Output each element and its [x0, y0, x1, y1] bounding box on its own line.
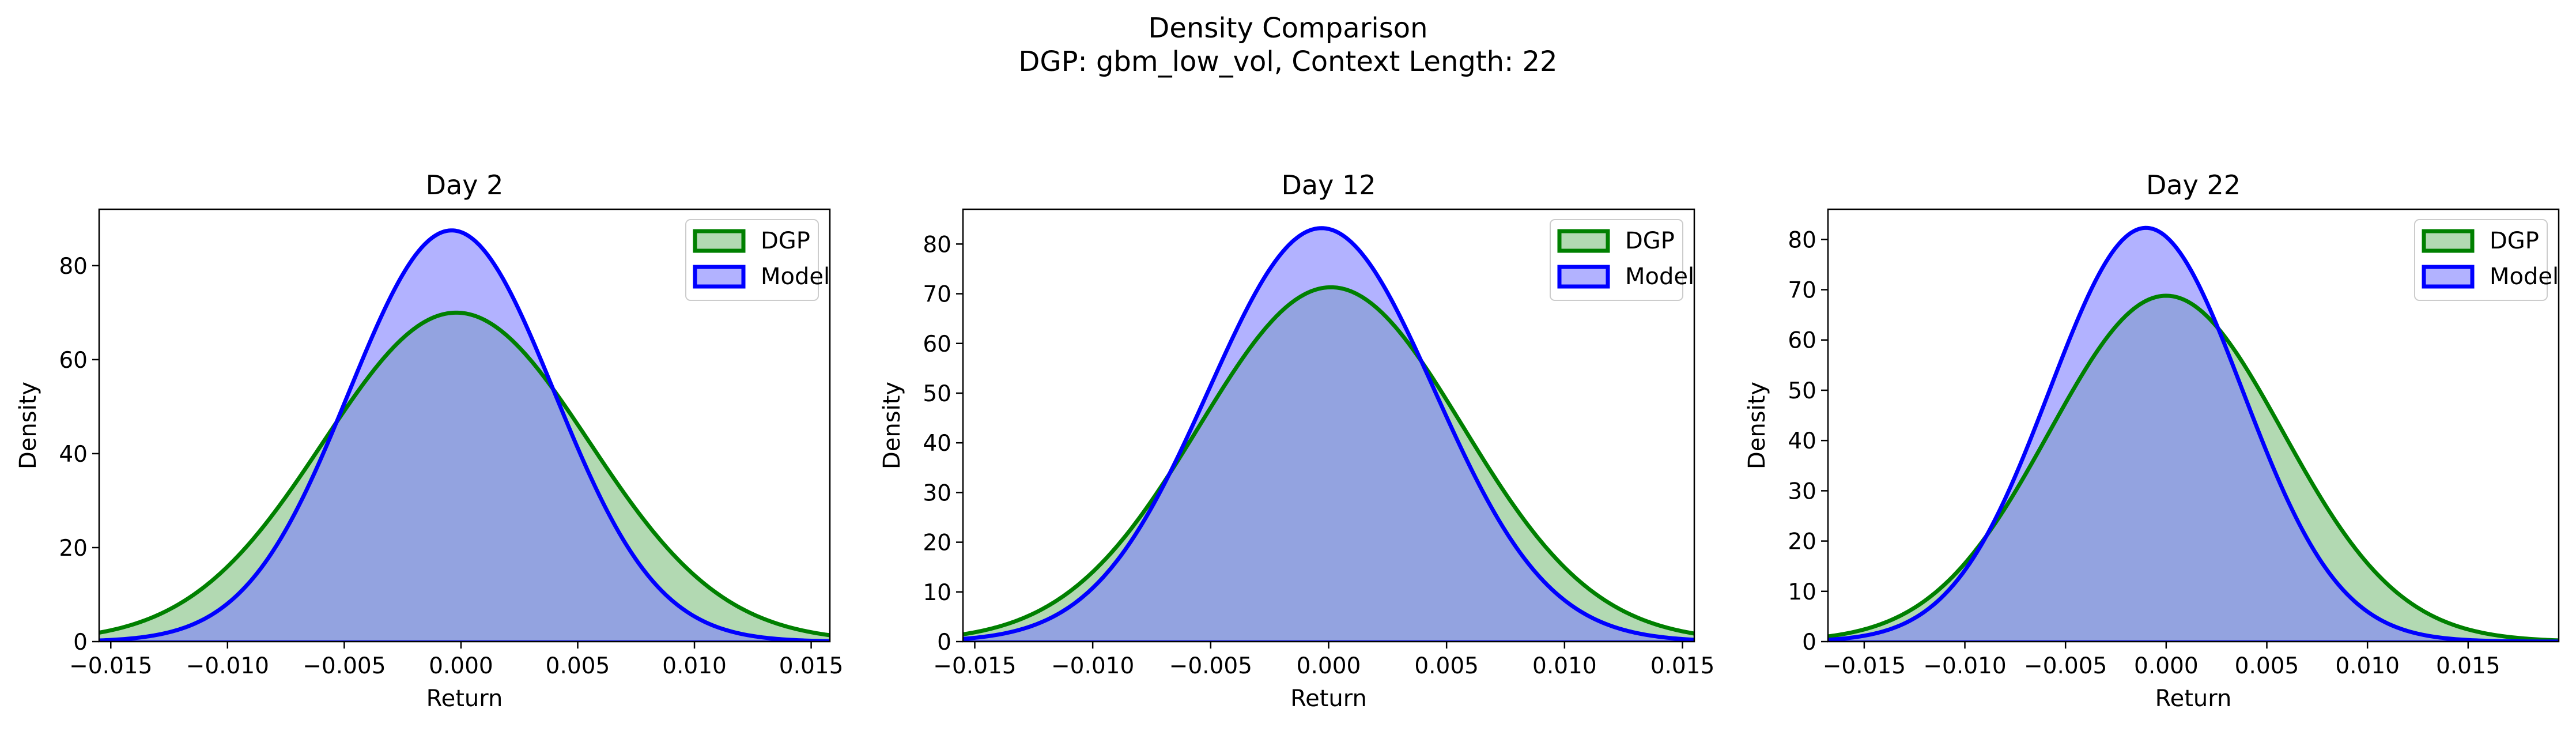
x-tick-label: −0.005 [2024, 653, 2107, 679]
x-tick-label: 0.010 [1532, 653, 1597, 679]
y-tick-label: 30 [1788, 478, 1816, 504]
legend: DGP Model [685, 219, 830, 301]
x-tick-label: −0.010 [1051, 653, 1134, 679]
y-tick-label: 80 [923, 232, 951, 258]
y-tick-label: 10 [923, 580, 951, 606]
y-axis-label: Density [15, 382, 41, 469]
x-tick-label: −0.010 [186, 653, 269, 679]
series-line-dgp [99, 310, 830, 638]
y-tick-label: 0 [937, 630, 951, 655]
y-tick-label: 40 [59, 442, 88, 468]
y-tick-label: 80 [1788, 227, 1816, 253]
y-tick-label: 60 [923, 331, 951, 357]
subplot-title: Day 2 [426, 169, 504, 201]
axes-frame [1827, 208, 2560, 643]
legend-swatch-model [1557, 265, 1610, 289]
legend: DGP Model [2414, 219, 2559, 301]
subplot-title: Day 12 [1282, 169, 1376, 201]
x-tick-label: −0.015 [69, 653, 152, 679]
series-line-dgp [963, 285, 1694, 636]
legend-swatch-dgp [2422, 229, 2475, 253]
y-tick-label: 70 [923, 282, 951, 308]
y-tick-label: 20 [59, 536, 88, 561]
x-tick-label: 0.000 [2134, 653, 2199, 679]
x-tick-label: 0.005 [1414, 653, 1479, 679]
x-tick-label: −0.015 [1823, 653, 1906, 679]
x-tick-label: 0.005 [546, 653, 610, 679]
series-line-dgp [1828, 293, 2559, 642]
axes-layer: −0.015 −0.010 −0.005 0.000 0.005 0.010 0.015 0 2… [15, 169, 2560, 712]
y-tick-label: 60 [1788, 328, 1816, 354]
plot-area [963, 226, 1694, 642]
y-tick-label: 20 [1788, 529, 1816, 555]
legend-swatch-dgp [1557, 229, 1610, 253]
legend-label-dgp: DGP [761, 228, 810, 254]
x-tick-label: 0.005 [2235, 653, 2299, 679]
series-line-model [963, 226, 1694, 642]
plot-area [1828, 225, 2559, 642]
subplot-title: Day 22 [2146, 169, 2241, 201]
x-tick-label: −0.005 [1169, 653, 1252, 679]
series-fill-model [1828, 228, 2559, 642]
y-tick-label: 40 [1788, 428, 1816, 454]
legend-swatch-model [693, 265, 746, 289]
x-tick-label: 0.010 [2335, 653, 2400, 679]
figure-title-line2: DGP: gbm_low_vol, Context Length: 22 [1018, 46, 1557, 78]
y-tick-label: 0 [1802, 630, 1816, 655]
y-tick-label: 50 [1788, 378, 1816, 404]
x-tick-label: 0.000 [429, 653, 493, 679]
subplot-3: −0.015 −0.010 −0.005 0.000 0.005 0.010 0.015 0 1… [1744, 169, 2560, 712]
y-tick-label: 80 [59, 254, 88, 280]
legend-swatch-dgp [693, 229, 746, 253]
y-tick-label: 50 [923, 381, 951, 407]
legend-label-model: Model [761, 263, 830, 290]
x-tick-label: 0.015 [1650, 653, 1715, 679]
legend-label-dgp: DGP [1625, 228, 1675, 254]
axes-frame [98, 208, 831, 643]
subplot-1: −0.015 −0.010 −0.005 0.000 0.005 0.010 0.015 0 2… [15, 169, 843, 712]
x-tick-label: −0.005 [303, 653, 386, 679]
x-tick-label: 0.015 [2436, 653, 2501, 679]
x-tick-label: 0.010 [662, 653, 727, 679]
y-axis-label: Density [1744, 382, 1770, 469]
figure-title-line1: Density Comparison [1148, 12, 1427, 44]
legend-swatch-model [2422, 265, 2475, 289]
y-tick-label: 10 [1788, 579, 1816, 605]
y-tick-label: 30 [923, 480, 951, 506]
x-tick-label: −0.010 [1923, 653, 2006, 679]
legend-label-model: Model [2490, 263, 2559, 290]
y-tick-label: 20 [923, 530, 951, 556]
legend-label-model: Model [1625, 263, 1694, 290]
plot-area [99, 228, 830, 642]
x-axis-label: Return [2155, 685, 2232, 712]
series-fill-model [963, 228, 1694, 642]
subplot-2: −0.015 −0.010 −0.005 0.000 0.005 0.010 0.015 0 1… [879, 169, 1714, 712]
x-tick-label: −0.015 [933, 653, 1016, 679]
x-tick-label: 0.000 [1297, 653, 1361, 679]
y-tick-label: 60 [59, 348, 88, 374]
y-tick-label: 40 [923, 431, 951, 457]
y-tick-label: 70 [1788, 278, 1816, 304]
series-line-model [1828, 225, 2559, 642]
y-tick-label: 0 [73, 630, 88, 655]
x-tick-label: 0.015 [779, 653, 844, 679]
x-axis-label: Return [1290, 685, 1367, 712]
x-axis-label: Return [426, 685, 503, 712]
y-axis-label: Density [879, 382, 905, 469]
series-line-model [99, 228, 830, 642]
legend-label-dgp: DGP [2490, 228, 2539, 254]
legend: DGP Model [1550, 219, 1694, 301]
